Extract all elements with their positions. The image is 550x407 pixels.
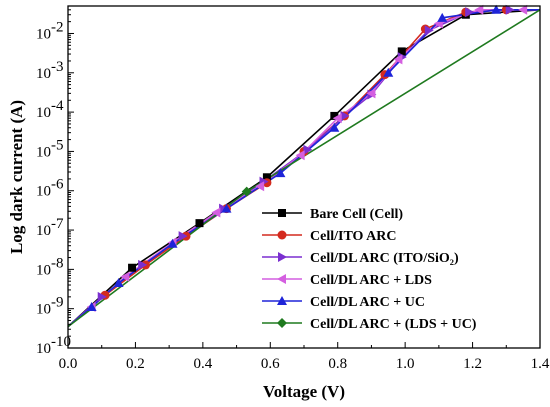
y-axis-title: Log dark current (A)	[7, 100, 26, 254]
x-tick-label: 1.4	[531, 356, 550, 372]
x-axis-title: Voltage (V)	[263, 382, 345, 401]
legend-label: Cell/DL ARC + (LDS + UC)	[310, 317, 477, 332]
legend-marker	[278, 231, 287, 240]
y-tick-exponent: -9	[51, 295, 64, 311]
x-axis: 0.0 0.2 0.4 0.6 0.8 1.0 1.2 1.4	[59, 342, 550, 372]
data-point	[128, 264, 136, 272]
y-tick-label: 10	[36, 144, 51, 160]
y-tick-exponent: -2	[51, 19, 64, 35]
x-tick-label: 0.4	[193, 356, 212, 372]
x-tick-label: 1.2	[463, 356, 482, 372]
y-tick-label: 10	[36, 223, 51, 239]
data-point	[195, 219, 203, 227]
y-tick-exponent: -4	[51, 98, 64, 114]
legend-label: Bare Cell (Cell)	[310, 207, 403, 222]
x-tick-label: 0.6	[261, 356, 280, 372]
y-tick-label: 10	[36, 341, 51, 357]
series-line-5	[68, 10, 540, 327]
y-tick-exponent: -7	[51, 216, 64, 232]
x-tick-label: 0.2	[126, 356, 145, 372]
y-tick-label: 10	[36, 302, 51, 318]
x-tick-label: 0.0	[59, 356, 78, 372]
y-tick-exponent: -5	[51, 137, 64, 153]
x-tick-label: 0.8	[328, 356, 347, 372]
y-tick-label: 10	[36, 262, 51, 278]
y-tick-label: 10	[36, 26, 51, 42]
legend-marker	[277, 274, 286, 284]
plot-lines	[68, 10, 540, 327]
plot-frame	[68, 6, 540, 348]
y-tick-exponent: -8	[51, 255, 64, 271]
y-tick-exponent: -6	[51, 177, 64, 193]
legend: Bare Cell (Cell) Cell/ITO ARC Cell/DL ARC …	[262, 207, 477, 332]
series-line-4	[68, 10, 540, 327]
legend-marker	[278, 252, 287, 262]
y-tick-label: 10	[36, 184, 51, 200]
series-line-3	[68, 10, 540, 327]
legend-label: Cell/DL ARC (ITO/SiO₂)	[310, 251, 459, 266]
series-line-0	[68, 10, 540, 327]
y-tick-label: 10	[36, 66, 51, 82]
plot-markers	[87, 5, 528, 312]
y-tick-exponent: -3	[51, 59, 64, 75]
legend-label: Cell/DL ARC + LDS	[310, 273, 432, 288]
series-line-2	[68, 10, 540, 327]
y-tick-label: 10	[36, 105, 51, 121]
legend-label: Cell/DL ARC + UC	[310, 295, 425, 310]
series-line-1	[68, 10, 540, 327]
legend-marker	[278, 209, 286, 217]
legend-label: Cell/ITO ARC	[310, 229, 396, 244]
x-tick-label: 1.0	[396, 356, 415, 372]
legend-marker	[277, 318, 287, 328]
